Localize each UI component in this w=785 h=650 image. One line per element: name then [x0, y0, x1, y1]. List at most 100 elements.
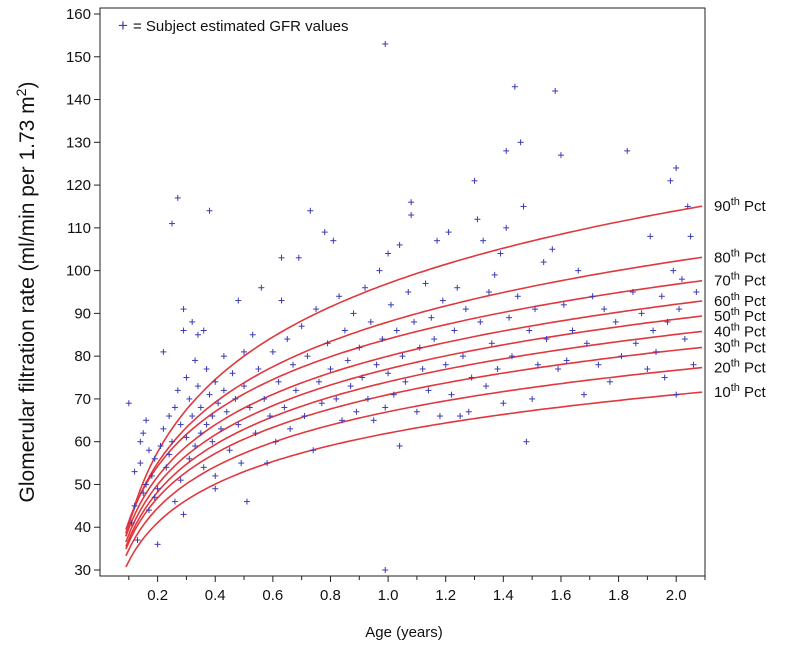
data-point	[339, 417, 345, 424]
y-tick-label: 100	[66, 263, 91, 280]
data-point	[145, 447, 152, 454]
data-point	[408, 212, 415, 219]
data-point	[508, 353, 515, 360]
data-point	[246, 404, 253, 411]
data-point	[434, 237, 441, 244]
data-point	[485, 289, 492, 295]
data-point	[287, 425, 294, 432]
data-point	[390, 391, 397, 398]
data-point	[370, 417, 377, 424]
data-point	[549, 246, 556, 253]
data-point	[425, 387, 432, 394]
percentile-label-suffix: Pct	[740, 198, 767, 215]
x-tick-label: 1.6	[551, 587, 572, 604]
data-point	[143, 417, 150, 424]
data-point	[382, 567, 389, 573]
data-point	[503, 147, 510, 154]
percentile-curve-20	[125, 366, 703, 557]
data-point	[569, 327, 576, 334]
data-point	[632, 340, 639, 347]
data-point	[673, 391, 680, 398]
data-point	[439, 297, 446, 304]
y-tick-label: 70	[74, 391, 91, 408]
y-tick-label: 40	[74, 519, 91, 536]
percentile-curve-90	[125, 205, 703, 537]
percentile-curve-60	[125, 300, 703, 537]
data-point	[307, 207, 314, 214]
data-point	[169, 438, 176, 445]
data-point	[200, 464, 207, 471]
data-point	[154, 541, 161, 548]
data-point	[520, 203, 527, 210]
y-tick-label: 90	[74, 305, 91, 322]
data-point	[151, 455, 158, 462]
percentile-label-80: 80th Pct	[714, 247, 767, 266]
percentile-label-num: 40	[714, 323, 731, 340]
data-point	[385, 250, 392, 257]
legend: + = Subject estimated GFR values	[118, 16, 349, 35]
data-point	[555, 365, 562, 372]
data-point	[647, 233, 654, 240]
data-point	[419, 365, 426, 372]
data-point	[180, 306, 187, 313]
data-point	[497, 250, 504, 257]
data-point	[290, 361, 297, 368]
data-point	[215, 400, 222, 407]
data-point	[341, 327, 348, 334]
data-point	[575, 267, 582, 274]
data-point	[160, 425, 167, 432]
percentile-label-sup: th	[731, 337, 740, 349]
data-point	[137, 460, 144, 467]
y-tick-label: 50	[74, 476, 91, 493]
y-axis-label-main: Glomerular filtration rate (ml/min per 1…	[16, 96, 39, 502]
data-point	[364, 395, 371, 402]
data-point	[445, 229, 452, 236]
data-point	[131, 502, 138, 509]
data-point	[612, 318, 619, 325]
data-point	[382, 40, 389, 47]
scatter-points	[125, 40, 700, 573]
data-point	[194, 331, 201, 338]
y-axis-label-close: )	[16, 82, 39, 89]
data-point	[212, 378, 219, 385]
data-point	[500, 400, 507, 407]
data-point	[552, 87, 559, 94]
data-point	[218, 425, 224, 432]
percentile-label-90: 90th Pct	[714, 196, 767, 215]
data-point	[670, 267, 677, 274]
data-point	[503, 224, 510, 231]
data-point	[243, 498, 250, 505]
data-point	[413, 408, 420, 415]
data-point	[154, 485, 161, 492]
data-point	[583, 340, 590, 347]
data-point	[405, 289, 412, 295]
data-point	[315, 378, 322, 385]
data-point	[653, 348, 660, 355]
legend-marker: +	[118, 16, 128, 35]
y-tick-label: 110	[67, 220, 91, 237]
data-point	[140, 490, 147, 497]
data-point	[261, 395, 268, 402]
percentile-label-sup: th	[731, 382, 740, 394]
data-point	[690, 361, 697, 368]
data-point	[137, 438, 144, 445]
data-point	[468, 374, 475, 381]
y-tick-label: 130	[66, 134, 91, 151]
percentile-curve-50	[125, 315, 703, 543]
data-point	[318, 400, 325, 407]
data-point	[241, 348, 248, 355]
data-point	[232, 395, 239, 402]
data-point	[157, 442, 164, 449]
y-axis-label: Glomerular filtration rate (ml/min per 1…	[13, 82, 39, 503]
x-tick-label: 2.0	[666, 587, 687, 604]
percentile-label-sup: th	[731, 291, 740, 303]
percentile-label-sup: th	[731, 306, 740, 318]
data-point	[235, 421, 242, 428]
percentile-curves	[125, 205, 703, 568]
percentile-label-sup: th	[731, 358, 740, 370]
x-tick-label: 0.4	[205, 587, 226, 604]
data-point	[177, 477, 184, 484]
data-point	[693, 289, 700, 295]
data-point	[411, 318, 418, 325]
